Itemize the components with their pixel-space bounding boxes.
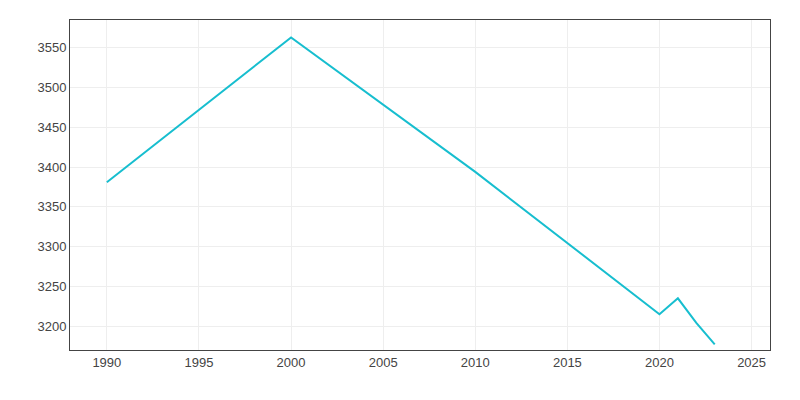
svg-text:2010: 2010 [461,355,490,370]
svg-text:3550: 3550 [37,40,66,55]
svg-text:1990: 1990 [92,355,121,370]
svg-text:2015: 2015 [553,355,582,370]
svg-text:2000: 2000 [277,355,306,370]
svg-text:3200: 3200 [37,319,66,334]
svg-text:2025: 2025 [737,355,766,370]
svg-text:3250: 3250 [37,279,66,294]
svg-text:1995: 1995 [184,355,213,370]
svg-text:3400: 3400 [37,160,66,175]
svg-text:3300: 3300 [37,239,66,254]
svg-text:2005: 2005 [369,355,398,370]
svg-text:3450: 3450 [37,120,66,135]
svg-text:3350: 3350 [37,199,66,214]
svg-text:2020: 2020 [645,355,674,370]
svg-text:3500: 3500 [37,80,66,95]
